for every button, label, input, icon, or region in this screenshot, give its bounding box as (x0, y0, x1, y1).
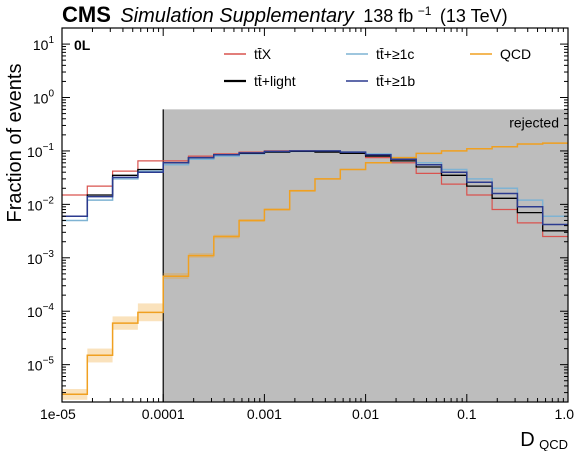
lumi-exponent: −1 (418, 4, 432, 18)
legend-label: QCD (500, 46, 531, 62)
y-tick-label: 10−3 (27, 249, 54, 267)
axes-frame (61, 27, 569, 403)
y-tick-base: 10 (33, 37, 49, 53)
legend-label: tt̄X (254, 46, 272, 62)
energy-label: (13 TeV) (440, 6, 508, 26)
y-tick-exponent: −1 (43, 142, 55, 153)
series-group (62, 142, 568, 400)
subtitle-label: Simulation Supplementary (120, 5, 354, 27)
x-axis-label: D QCD (520, 429, 568, 451)
y-tick-base: 10 (27, 197, 43, 213)
x-tick-label: 0.001 (247, 406, 282, 422)
x-axis-label-main: D (520, 429, 534, 451)
y-tick-exponent: −4 (43, 302, 55, 313)
y-tick-exponent: 1 (48, 35, 54, 46)
x-tick-label: 0.1 (457, 406, 477, 422)
category-label: 0L (74, 37, 91, 53)
y-tick-exponent: −2 (43, 195, 55, 206)
y-tick-label: 100 (33, 89, 55, 107)
y-tick-base: 10 (33, 91, 49, 107)
y-tick-exponent: −5 (43, 356, 55, 367)
y-tick-base: 10 (27, 304, 43, 320)
y-tick-label: 101 (33, 35, 55, 53)
y-axis-label: Fraction of events (4, 64, 26, 223)
y-tick-exponent: −3 (43, 249, 55, 260)
x-tick-label: 0.01 (352, 406, 379, 422)
experiment-label: CMS (62, 2, 111, 27)
y-tick-label: 10−1 (27, 142, 54, 160)
legend-label: tt̄+≥1b (376, 73, 415, 89)
lumi-label: 138 fb (363, 6, 413, 26)
x-tick-label: 0.0001 (142, 406, 185, 422)
x-tick-label: 1e-05 (40, 406, 76, 422)
x-tick-label: 1.0 (555, 406, 575, 422)
series-2-line (62, 142, 568, 395)
x-axis-label-sub: QCD (539, 437, 568, 451)
y-tick-exponent: 0 (48, 89, 54, 100)
header: CMS Simulation Supplementary 138 fb −1 (… (62, 2, 508, 27)
y-tick-base: 10 (27, 358, 43, 374)
y-tick-label: 10−5 (27, 356, 54, 374)
y-tick-label: 10−4 (27, 302, 54, 320)
y-tick-base: 10 (27, 251, 43, 267)
y-tick-label: 10−2 (27, 195, 54, 213)
rejected-region-label: rejected (509, 114, 559, 130)
series-3-line (62, 150, 568, 232)
series-4-line (62, 150, 568, 226)
legend-label: tt̄+light (254, 73, 296, 89)
y-tick-base: 10 (27, 144, 43, 160)
legend-label: tt̄+≥1c (376, 46, 414, 62)
